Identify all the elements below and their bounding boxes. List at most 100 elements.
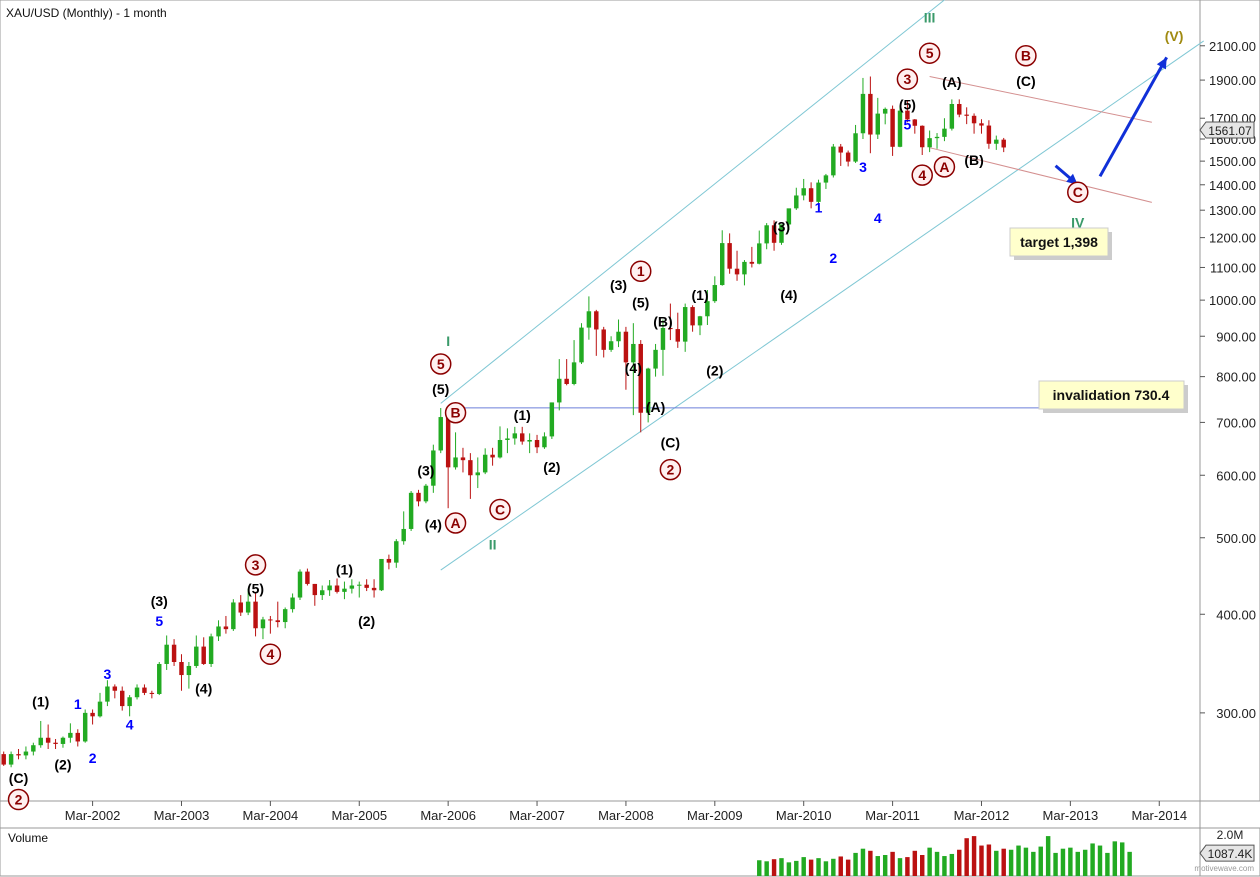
candle (645, 367, 651, 423)
candle (453, 432, 458, 470)
wave-label: (2) (543, 459, 560, 475)
wave-label: 5 (429, 353, 452, 375)
volume-bar (1120, 842, 1125, 876)
candle (638, 340, 643, 433)
wave-label: (1) (32, 694, 49, 710)
volume-bar (786, 862, 792, 876)
svg-text:5: 5 (904, 116, 912, 132)
candle (779, 224, 784, 245)
candle (905, 100, 910, 123)
svg-text:(C): (C) (1016, 73, 1035, 89)
svg-text:4: 4 (874, 210, 882, 226)
svg-text:A: A (450, 515, 460, 531)
wave-label: 4 (911, 164, 933, 186)
candle (320, 585, 325, 600)
wave-label: (3) (610, 277, 627, 293)
wave-label: 3 (104, 666, 112, 682)
x-tick-label: Mar-2008 (598, 808, 654, 823)
candle (60, 736, 66, 748)
candle (616, 319, 621, 348)
volume-bar (912, 850, 918, 876)
svg-text:4: 4 (266, 646, 274, 662)
volume-bar (794, 860, 799, 876)
candle (208, 633, 214, 667)
candle (520, 426, 525, 445)
candle (668, 303, 673, 341)
volume-bar (764, 861, 769, 876)
candle (608, 336, 614, 352)
candle (334, 578, 340, 594)
volume-bar (1090, 843, 1095, 876)
svg-text:(5): (5) (632, 295, 649, 311)
svg-text:II: II (489, 537, 497, 553)
candle (557, 359, 562, 411)
candle (105, 680, 110, 707)
volume-bar (1023, 847, 1029, 876)
wave-label: A (933, 156, 956, 178)
svg-text:(B): (B) (653, 313, 672, 329)
candle (112, 684, 118, 699)
target-annotation: target 1,398 (1009, 227, 1112, 260)
candle (845, 150, 851, 167)
volume-bar (845, 859, 851, 876)
wave-label: 1 (629, 260, 652, 282)
candle (268, 615, 273, 634)
volume-bar (801, 857, 806, 876)
watermark: motivewave.com (1194, 864, 1254, 873)
wave-label: C (489, 498, 511, 521)
x-tick-label: Mar-2003 (154, 808, 210, 823)
candle (282, 607, 288, 629)
svg-text:(4): (4) (780, 287, 797, 303)
candle (897, 105, 903, 148)
volume-bar (934, 851, 940, 876)
candle (927, 130, 932, 153)
price-plot-area (0, 0, 1201, 802)
wave-label: 3 (859, 159, 867, 175)
y-tick-label: 300.00 (1216, 706, 1256, 721)
candle (875, 97, 880, 140)
wave-labels: (C) 2 (2) (1) 1 2 3 4 (3) 5 (4) 3 (5) 4 (1) (2) (3) (4) A (… (7, 10, 1183, 811)
svg-text:3: 3 (252, 557, 260, 573)
candle (75, 729, 80, 747)
candlesticks (1, 76, 1006, 768)
x-tick-label: Mar-2012 (954, 808, 1010, 823)
candle (290, 593, 295, 613)
volume-bar (1075, 851, 1080, 876)
volume-bar (890, 851, 895, 876)
candle (171, 639, 177, 666)
svg-text:2: 2 (89, 750, 97, 766)
candle (120, 686, 125, 711)
svg-text:(2): (2) (706, 362, 723, 378)
volume-bar (816, 858, 821, 876)
candle (53, 738, 58, 749)
wave-label: (C) (661, 435, 680, 451)
volume-axis-label: 2.0M (1217, 828, 1244, 842)
candle (45, 724, 51, 749)
volume-bar (853, 852, 858, 876)
wave-label: 3 (896, 68, 919, 90)
candle (364, 579, 369, 592)
volume-bar (860, 848, 866, 876)
svg-text:2: 2 (15, 792, 23, 808)
wave-label: (5) (432, 381, 449, 397)
candle (542, 432, 547, 449)
candle (831, 143, 836, 178)
candle (764, 223, 769, 250)
projection-arrow (1098, 56, 1168, 178)
candle (460, 447, 466, 473)
volume-title: Volume (8, 831, 48, 845)
volume-bar (1053, 852, 1058, 876)
candle (720, 230, 725, 286)
svg-text:(C): (C) (9, 770, 28, 786)
candle (912, 119, 918, 134)
candle (882, 107, 888, 125)
svg-text:(5): (5) (247, 581, 264, 597)
volume-bar (979, 845, 984, 876)
candle (957, 99, 962, 118)
candle (860, 77, 866, 140)
candle (438, 408, 443, 454)
x-tick-label: Mar-2004 (243, 808, 299, 823)
svg-text:(2): (2) (358, 613, 375, 629)
invalidation-label: invalidation 730.4 (1053, 387, 1170, 403)
y-tick-label: 1400.00 (1209, 178, 1256, 193)
